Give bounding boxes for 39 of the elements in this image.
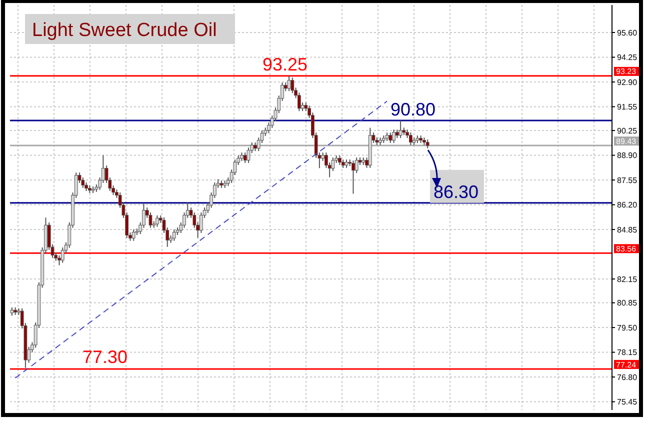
y-tick-label: 78.15 xyxy=(617,348,638,358)
candlestick xyxy=(398,120,402,139)
candlestick xyxy=(352,160,355,194)
ref-line-label: 93.23 xyxy=(616,67,637,76)
annotation: 93.25 xyxy=(262,54,308,75)
y-tick-label: 95.60 xyxy=(617,28,638,38)
candlestick xyxy=(392,129,396,144)
y-tick-label: 86.20 xyxy=(617,200,638,210)
candlestick xyxy=(338,154,342,166)
annotation: 90.80 xyxy=(390,99,436,120)
y-tick-label: 94.25 xyxy=(617,53,638,62)
y-tick-label: 80.85 xyxy=(617,298,638,308)
annotation: 77.30 xyxy=(82,346,128,367)
y-tick-label: 88.90 xyxy=(617,151,638,160)
y-tick-label: 79.50 xyxy=(617,323,638,332)
candlestick xyxy=(388,132,392,144)
ref-line-label: 77.24 xyxy=(616,360,637,370)
candlestick xyxy=(409,132,412,146)
candlestick xyxy=(60,246,64,264)
candlestick xyxy=(172,228,176,242)
y-tick-label: 90.25 xyxy=(617,126,638,136)
y-tick-label: 75.45 xyxy=(617,398,638,407)
candlestick xyxy=(290,77,294,94)
candlestick xyxy=(132,228,136,242)
text: Light Sweet Crude Oil xyxy=(32,20,217,41)
annotation: 86.30 xyxy=(433,182,479,202)
candlestick xyxy=(148,212,152,228)
y-tick-label: 91.55 xyxy=(617,102,638,112)
y-tick-label: 87.55 xyxy=(617,176,638,185)
y-tick-label: 82.15 xyxy=(617,274,638,284)
y-tick-label: 84.85 xyxy=(617,225,638,234)
y-tick-label: 92.90 xyxy=(617,78,638,87)
candlestick xyxy=(81,176,85,188)
ref-line-label: 89.43 xyxy=(616,136,637,146)
candlestick xyxy=(199,212,203,234)
y-tick-label: 76.80 xyxy=(617,372,638,382)
ref-line-label: 83.56 xyxy=(616,244,637,254)
candlestick xyxy=(156,214,159,228)
candlestick xyxy=(243,152,247,164)
